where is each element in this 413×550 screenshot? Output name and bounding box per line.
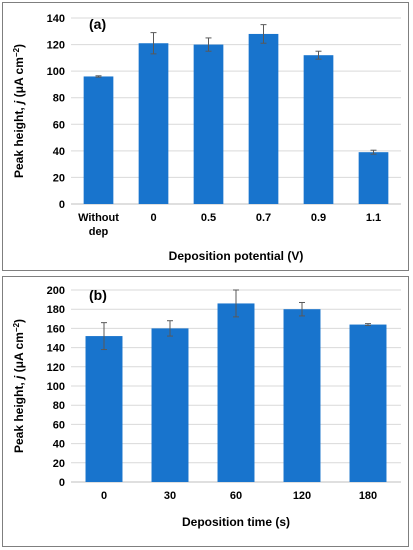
y-tick-label: 80 — [53, 400, 65, 412]
bar — [349, 324, 387, 482]
x-tick-label: Without — [78, 212, 119, 224]
bar — [83, 76, 114, 204]
y-axis-title: Peak height, j (μA cm−2) — [12, 319, 27, 453]
y-tick-label: 160 — [47, 323, 65, 335]
y-tick-label: 120 — [47, 362, 65, 374]
x-tick-label: 180 — [359, 490, 377, 502]
bar — [217, 303, 255, 482]
bar — [303, 55, 334, 205]
panel-label: (b) — [89, 287, 107, 303]
bar — [283, 309, 321, 482]
y-tick-label: 20 — [53, 458, 65, 470]
x-tick-label: 60 — [230, 490, 242, 502]
y-tick-label: 20 — [53, 172, 65, 184]
x-tick-label: 30 — [164, 490, 176, 502]
y-tick-label: 40 — [53, 439, 65, 451]
x-tick-label: 0.7 — [256, 212, 271, 224]
y-tick-label: 0 — [59, 199, 65, 211]
x-tick-label: 0.9 — [311, 212, 326, 224]
y-tick-label: 60 — [53, 119, 65, 131]
chart-a-svg: 0 20 40 60 80 100 120 140 Without dep 0 0.5 0.7 0.9 1.… — [12, 13, 401, 263]
bar — [85, 336, 123, 482]
x-axis-title: Deposition time (s) — [182, 515, 290, 529]
y-axis-title: Peak height, j (μA cm−2) — [12, 44, 27, 178]
x-axis-title: Deposition potential (V) — [169, 249, 304, 263]
bar — [138, 43, 169, 204]
x-tick-label: 0 — [150, 212, 156, 224]
y-tick-label: 40 — [53, 146, 65, 158]
chart-panel-b: 0 20 40 60 80 100 120 140 160 180 200 0 30 60 120 180 De… — [2, 276, 409, 547]
bar — [151, 328, 189, 482]
bar — [193, 44, 224, 205]
x-tick-label: 1.1 — [366, 212, 381, 224]
y-tick-label: 180 — [47, 304, 65, 316]
y-tick-label: 140 — [47, 13, 65, 25]
y-tick-label: 60 — [53, 419, 65, 431]
x-tick-label: 0 — [101, 490, 107, 502]
y-tick-label: 200 — [47, 285, 65, 297]
bar — [358, 152, 389, 204]
x-tick-label: dep — [89, 226, 109, 238]
y-tick-label: 140 — [47, 343, 65, 355]
y-tick-label: 80 — [53, 93, 65, 105]
panel-label: (a) — [89, 16, 106, 32]
x-tick-label: 0.5 — [201, 212, 216, 224]
y-tick-label: 100 — [47, 66, 65, 78]
chart-b-svg: 0 20 40 60 80 100 120 140 160 180 200 0 30 60 120 180 De… — [12, 285, 401, 529]
y-tick-label: 120 — [47, 40, 65, 52]
chart-panel-a: 0 20 40 60 80 100 120 140 Without dep 0 0.5 0.7 0.9 1.… — [2, 2, 409, 271]
y-tick-label: 0 — [59, 477, 65, 489]
bar — [248, 33, 279, 204]
y-tick-label: 100 — [47, 381, 65, 393]
x-tick-label: 120 — [293, 490, 311, 502]
